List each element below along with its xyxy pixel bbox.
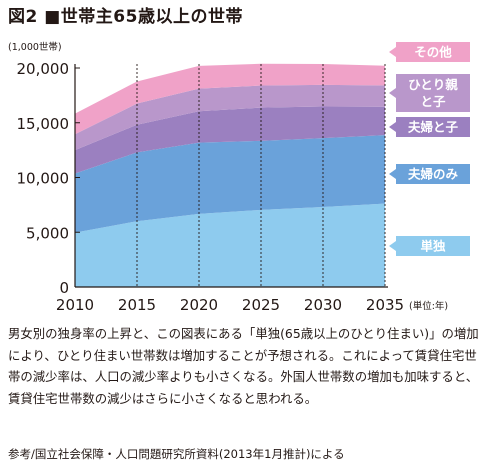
legend-box-4 — [389, 42, 470, 62]
legend-box-0 — [389, 236, 470, 256]
x-tick-label: 2035 — [366, 296, 404, 314]
grid-lines — [136, 64, 386, 287]
x-tick-label: 2010 — [56, 296, 94, 314]
x-unit-label: (単位:年) — [409, 300, 448, 312]
y-tick-label: 5,000 — [26, 224, 69, 242]
legend-box-1 — [389, 164, 470, 184]
area-series-3 — [75, 84, 385, 151]
legend-label-4: その他 — [414, 45, 452, 60]
legend-label-1: 夫婦のみ — [408, 167, 459, 182]
y-unit-label: (1,000世帯) — [8, 41, 62, 53]
axes: 0 5,000 10,000 15,000 20,000 (1,000世帯) 2010 201… — [8, 41, 448, 314]
legend-label-3: と子 — [420, 94, 446, 109]
area-series-4 — [75, 63, 385, 135]
figure-title: 図2 ■世帯主65歳以上の世帯 — [8, 7, 243, 27]
y-tick-label: 10,000 — [17, 170, 70, 188]
legend-label-3: ひとり親 — [408, 77, 458, 92]
source-note: 参考/国立社会保障・人口問題研究所資料(2013年1月推計)による — [8, 447, 345, 461]
stacked-area-chart: 0 5,000 10,000 15,000 20,000 (1,000世帯) 2010 201… — [8, 41, 470, 314]
x-tick-label: 2015 — [118, 296, 156, 314]
legend-label-0: 単独 — [420, 239, 446, 254]
y-tick-label: 15,000 — [17, 115, 70, 133]
legend-box-2 — [389, 117, 470, 137]
y-tick-label: 20,000 — [17, 60, 70, 78]
legend-box-3 — [389, 74, 470, 112]
area-layers — [75, 63, 385, 287]
legend-label-2: 夫婦と子 — [408, 120, 459, 135]
area-series-0 — [75, 203, 385, 287]
figure-caption: 男女別の独身率の上昇と、この図表にある「単独(65歳以上のひとり住まい)」の増加… — [8, 326, 479, 406]
x-tick-label: 2025 — [242, 296, 280, 314]
y-tick-label: 0 — [59, 279, 69, 297]
area-series-1 — [75, 135, 385, 233]
x-tick-label: 2030 — [304, 296, 342, 314]
x-tick-label: 2020 — [180, 296, 218, 314]
area-series-2 — [75, 106, 385, 174]
